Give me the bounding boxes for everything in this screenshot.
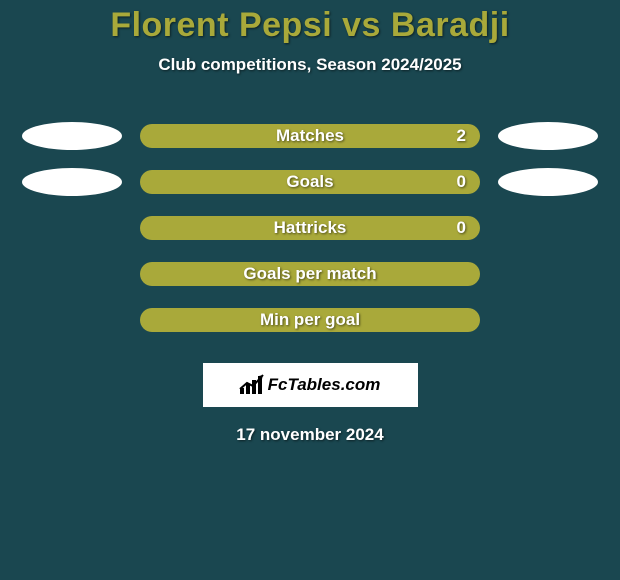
stat-label: Hattricks (274, 218, 347, 238)
stat-row: Goals per match (0, 251, 620, 297)
stat-row: Hattricks 0 (0, 205, 620, 251)
stat-value: 0 (457, 218, 466, 238)
stat-row: Matches 2 (0, 113, 620, 159)
date-text: 17 november 2024 (0, 425, 620, 445)
page-title: Florent Pepsi vs Baradji (0, 0, 620, 45)
stat-label: Goals per match (243, 264, 376, 284)
left-ellipse (22, 122, 122, 150)
logo-box: FcTables.com (203, 363, 418, 407)
stat-label: Goals (286, 172, 333, 192)
stat-label: Min per goal (260, 310, 360, 330)
stat-row: Min per goal (0, 297, 620, 343)
stat-bar: Goals per match (140, 262, 480, 286)
stat-value: 2 (457, 126, 466, 146)
right-ellipse (498, 168, 598, 196)
stat-bar: Hattricks 0 (140, 216, 480, 240)
stat-row: Goals 0 (0, 159, 620, 205)
logo-chart-icon (240, 376, 262, 394)
stat-value: 0 (457, 172, 466, 192)
stat-bar: Matches 2 (140, 124, 480, 148)
stat-bar: Goals 0 (140, 170, 480, 194)
left-ellipse (22, 168, 122, 196)
page-subtitle: Club competitions, Season 2024/2025 (0, 55, 620, 75)
right-ellipse (498, 122, 598, 150)
comparison-infographic: Florent Pepsi vs Baradji Club competitio… (0, 0, 620, 580)
stat-rows: Matches 2 Goals 0 Hattricks 0 Goals per match M… (0, 113, 620, 343)
stat-bar: Min per goal (140, 308, 480, 332)
logo-line-icon (239, 374, 265, 392)
logo-text: FcTables.com (268, 375, 381, 395)
stat-label: Matches (276, 126, 344, 146)
